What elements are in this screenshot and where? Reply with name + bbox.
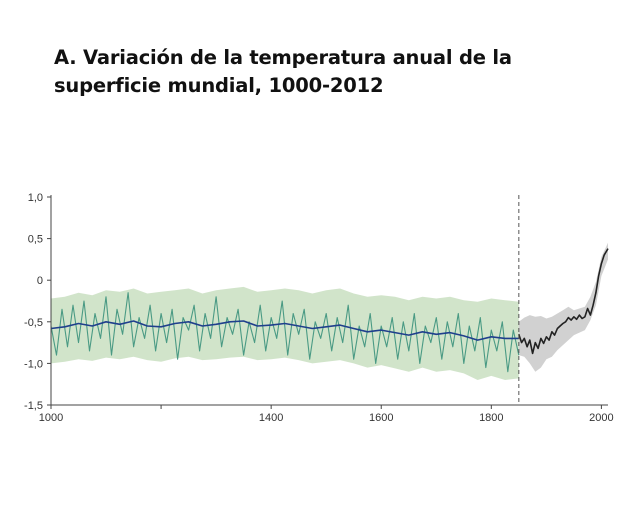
- series-line-4: [518, 248, 609, 355]
- y-tick-label: -1,5: [24, 400, 43, 412]
- y-tick-label: -1,0: [24, 358, 43, 370]
- series-line-2: [50, 320, 519, 341]
- x-tick-label: 1600: [369, 412, 393, 424]
- uncertainty-bands: [51, 242, 608, 380]
- x-tick-label: 1000: [39, 412, 63, 424]
- series-lines: [50, 248, 609, 373]
- y-tick-label: 0: [37, 275, 43, 287]
- series-line-1: [50, 292, 520, 373]
- x-tick-label: 1400: [259, 412, 283, 424]
- axes: [47, 195, 608, 409]
- y-tick-label: 0,5: [28, 234, 43, 246]
- y-tick-label: 1,0: [28, 192, 43, 204]
- y-tick-label: -0,5: [24, 317, 43, 329]
- x-tick-label: 1800: [479, 412, 503, 424]
- x-tick-label: 2000: [589, 412, 613, 424]
- chart-title: A. Variación de la temperatura anual de …: [54, 46, 512, 97]
- uncertainty-band-0: [51, 286, 519, 380]
